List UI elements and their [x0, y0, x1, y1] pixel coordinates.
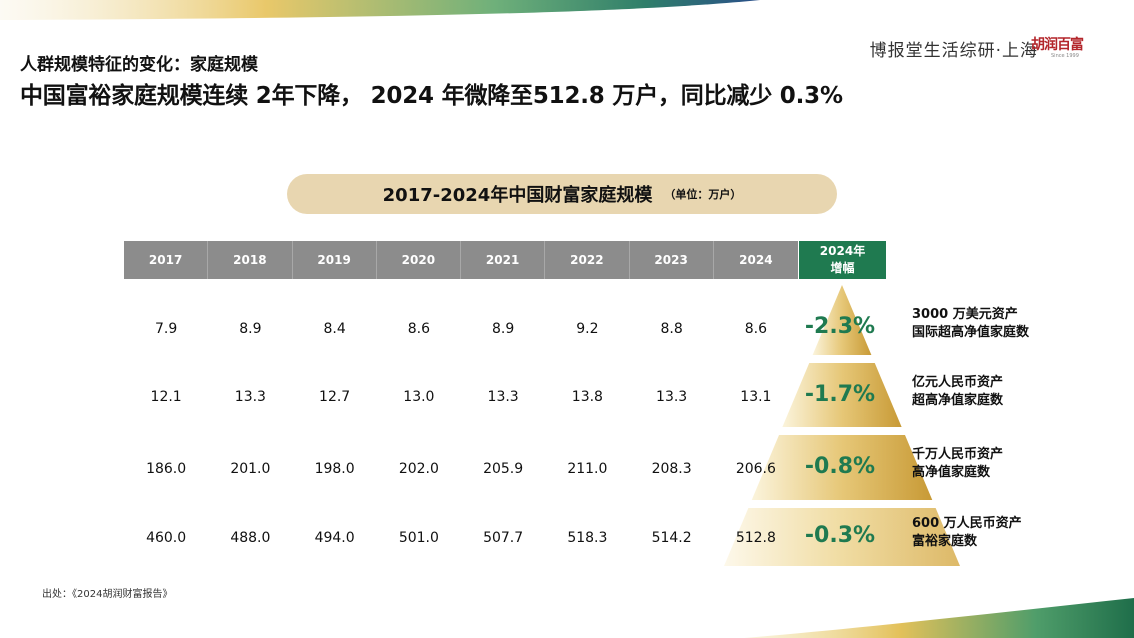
table-title-pill: 2017-2024年中国财富家庭规模 （单位：万户）	[287, 174, 837, 214]
tier-label: 千万人民币资产 高净值家庭数	[912, 446, 1003, 482]
table-cell-2023: 514.2	[651, 530, 692, 546]
table-cell-2023: 13.3	[656, 389, 688, 405]
table-row: 186.0 201.0 198.0 202.0 205.9 211.0 208.3 206.6	[124, 461, 798, 481]
table-cell-2021: 205.9	[483, 461, 524, 477]
logo-subtext: Since 1999	[1051, 53, 1079, 59]
table-cell-2023: 8.8	[660, 321, 683, 337]
bottom-decor-band	[744, 598, 1134, 638]
tier-label: 600 万人民币资产 富裕家庭数	[912, 515, 1022, 551]
table-cell-2018: 13.3	[234, 389, 266, 405]
table-cell-2021: 13.3	[487, 389, 519, 405]
growth-value: -2.3%	[804, 314, 876, 339]
table-row: 12.1 13.3 12.7 13.0 13.3 13.8 13.3 13.1	[124, 389, 798, 409]
hurun-logo: 胡润百富 Since 1999	[1031, 34, 1093, 60]
growth-value: -0.8%	[804, 454, 876, 479]
tier-label-line2: 高净值家庭数	[912, 465, 991, 480]
growth-value: -0.3%	[804, 523, 876, 548]
table-cell-2022: 211.0	[567, 461, 608, 477]
table-cell-2018: 8.9	[239, 321, 262, 337]
brand-name: 博报堂生活综研·上海	[869, 41, 1038, 61]
table-cell-2024: 8.6	[744, 321, 767, 337]
table-cell-2024: 512.8	[735, 530, 776, 546]
table-cell-2020: 8.6	[407, 321, 430, 337]
table-row: 460.0 488.0 494.0 501.0 507.7 518.3 514.2 512.8	[124, 530, 798, 550]
year-header-2021: 2021	[461, 241, 546, 279]
table-cell-2020: 13.0	[403, 389, 435, 405]
table-cell-2017: 7.9	[154, 321, 178, 337]
table-cell-2017: 186.0	[146, 461, 187, 477]
table-cell-2019: 198.0	[314, 461, 355, 477]
section-kicker: 人群规模特征的变化：家庭规模	[20, 55, 258, 75]
table-row: 7.9 8.9 8.4 8.6 8.9 9.2 8.8 8.6	[124, 321, 798, 341]
growth-value: -1.7%	[804, 382, 876, 407]
year-header-2024: 2024	[713, 241, 798, 279]
table-cell-2022: 13.8	[571, 389, 603, 405]
top-decor-band	[0, 0, 760, 20]
table-cell-2017: 12.1	[150, 389, 182, 405]
tier-label: 3000 万美元资产 国际超高净值家庭数	[912, 306, 1029, 342]
table-cell-2024: 13.1	[740, 389, 772, 405]
table-cell-2022: 518.3	[567, 530, 608, 546]
table-cell-2018: 201.0	[230, 461, 271, 477]
table-cell-2021: 8.9	[491, 321, 515, 337]
growth-header: 2024年增幅	[799, 241, 886, 279]
year-header-2022: 2022	[545, 241, 630, 279]
logo-text: 胡润百富	[1031, 37, 1084, 53]
year-header-2023: 2023	[629, 241, 714, 279]
source-note: 出处：《2024胡润财富报告》	[42, 589, 173, 600]
table-cell-2018: 488.0	[230, 530, 271, 546]
year-header-2020: 2020	[376, 241, 461, 279]
table-cell-2020: 202.0	[398, 461, 439, 477]
table-cell-2021: 507.7	[483, 530, 524, 546]
year-header-row: 2017 2018 2019 2020 2021 2022 2023 2024	[124, 241, 798, 279]
table-title: 2017-2024年中国财富家庭规模	[382, 185, 653, 206]
table-cell-2020: 501.0	[398, 530, 439, 546]
table-cell-2019: 494.0	[314, 530, 355, 546]
year-header-2018: 2018	[208, 241, 293, 279]
table-cell-2019: 8.4	[323, 321, 346, 337]
tier-label-line2: 超高净值家庭数	[912, 393, 1004, 408]
growth-header-line1: 2024年	[819, 244, 866, 258]
year-header-2017: 2017	[124, 241, 209, 279]
table-cell-2023: 208.3	[651, 461, 692, 477]
table-cell-2024: 206.6	[735, 461, 776, 477]
tier-label-line2: 富裕家庭数	[912, 534, 978, 549]
tier-label-line1: 亿元人民币资产	[912, 375, 1004, 390]
tier-label-line1: 3000 万美元资产	[912, 307, 1018, 322]
year-header-2019: 2019	[292, 241, 377, 279]
page-headline: 中国富裕家庭规模连续 2年下降， 2024 年微降至512.8 万户，同比减少 …	[20, 83, 843, 109]
table-cell-2017: 460.0	[146, 530, 187, 546]
table-cell-2022: 9.2	[576, 321, 599, 337]
growth-header-line2: 增幅	[830, 261, 855, 275]
tier-label-line2: 国际超高净值家庭数	[912, 325, 1030, 340]
tier-label-line1: 600 万人民币资产	[912, 516, 1022, 531]
tier-label: 亿元人民币资产 超高净值家庭数	[912, 374, 1003, 410]
table-unit: （单位：万户）	[664, 188, 742, 201]
table-cell-2019: 12.7	[319, 389, 351, 405]
tier-label-line1: 千万人民币资产	[912, 447, 1004, 462]
